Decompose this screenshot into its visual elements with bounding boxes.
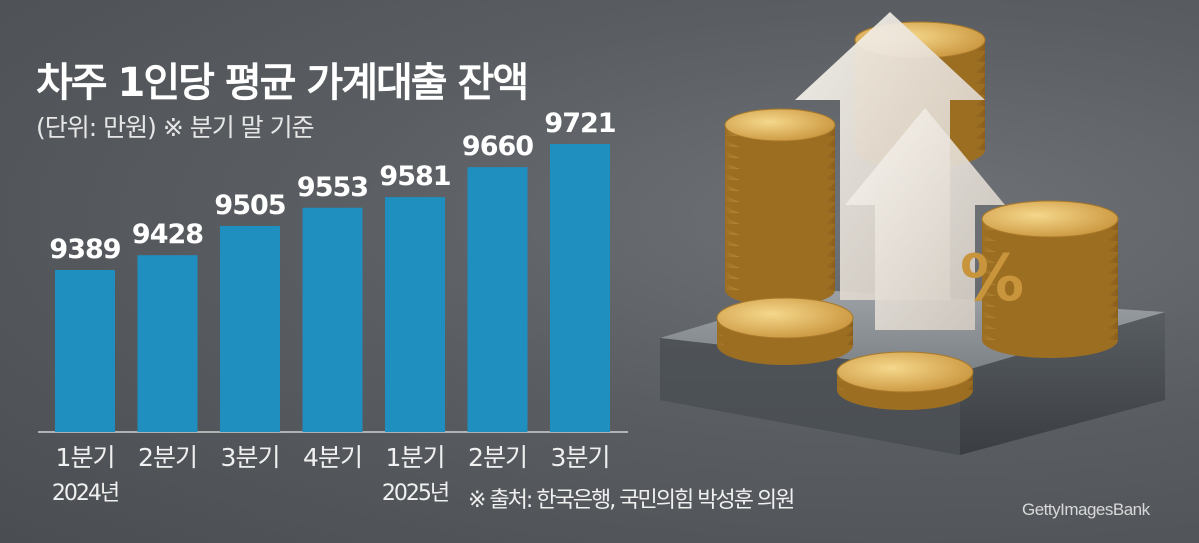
small-arrow xyxy=(845,108,1005,330)
percent-sign: % xyxy=(960,242,1024,316)
bar xyxy=(220,225,280,432)
bar-value-label: 9660 xyxy=(462,131,533,162)
category-tick-label: 4분기 xyxy=(303,443,362,472)
bar-value-label: 9428 xyxy=(132,219,203,250)
coin-top xyxy=(981,200,1119,238)
bar xyxy=(55,270,115,432)
image-credit: GettyImagesBank xyxy=(1022,500,1150,519)
chart-subtitle: (단위: 만원) ※ 분기 말 기준 xyxy=(36,113,315,142)
year-label: 2025년 xyxy=(382,481,448,506)
bar xyxy=(302,207,363,432)
bar xyxy=(137,255,198,432)
bar-value-label: 9553 xyxy=(297,172,368,203)
category-tick-label: 3분기 xyxy=(221,443,280,472)
bar-value-label: 9581 xyxy=(379,161,450,192)
category-tick-label: 3분기 xyxy=(551,443,610,472)
bar xyxy=(550,144,610,432)
coins-percent-arrow-icon: % xyxy=(660,12,1165,455)
category-tick-label: 2분기 xyxy=(138,443,197,472)
coin-top xyxy=(724,108,836,142)
coin-top xyxy=(716,297,854,339)
year-label: 2024년 xyxy=(52,481,118,506)
category-tick-label: 1분기 xyxy=(56,443,115,472)
category-tick-label: 2분기 xyxy=(468,443,527,472)
source-note: ※ 출처: 한국은행, 국민의힘 박성훈 의원 xyxy=(468,488,795,513)
coin-top xyxy=(836,351,974,393)
bar-chart: 9389 1분기 2024년 9428 2분기 9505 3분기 9553 4분기 9581 1분기… xyxy=(38,108,628,506)
category-tick-label: 1분기 xyxy=(386,443,445,472)
bar-value-label: 9505 xyxy=(214,190,285,221)
chart-title: 차주 1인당 평균 가계대출 잔액 xyxy=(36,60,529,106)
bar-value-label: 9721 xyxy=(544,108,615,139)
bar xyxy=(385,197,445,432)
bar xyxy=(467,167,528,432)
bar-value-label: 9389 xyxy=(49,234,120,265)
